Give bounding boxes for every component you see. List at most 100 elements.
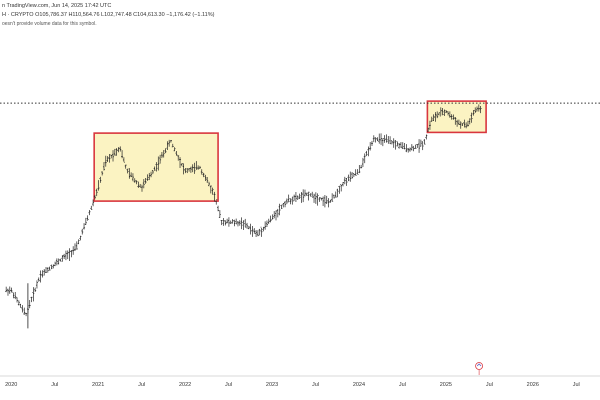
ohlc-bar bbox=[6, 288, 9, 296]
ohlc-bar bbox=[465, 122, 468, 129]
tradingview-marker-icon[interactable] bbox=[475, 362, 483, 376]
ohlc-bar bbox=[470, 112, 473, 123]
ohlc-bar bbox=[233, 219, 236, 227]
ohlc-bar bbox=[385, 134, 388, 143]
ohlc-bar bbox=[351, 171, 354, 179]
ohlc-bar bbox=[383, 135, 386, 143]
highlight-boxes-layer bbox=[93, 100, 487, 202]
ohlc-bar bbox=[63, 253, 66, 259]
ohlc-bar bbox=[468, 118, 471, 125]
ohlc-bar bbox=[193, 162, 196, 174]
ohlc-bar bbox=[289, 198, 292, 205]
ohlc-bar bbox=[354, 169, 357, 176]
ohlc-bar bbox=[318, 197, 321, 202]
ohlc-bar bbox=[12, 292, 15, 299]
ohlc-bar bbox=[418, 139, 421, 153]
ohlc-bar bbox=[131, 173, 134, 182]
ohlc-bar bbox=[331, 193, 334, 202]
ohlc-bar bbox=[358, 165, 361, 174]
ohlc-bar bbox=[247, 225, 250, 230]
ohlc-bar bbox=[352, 173, 355, 177]
ohlc-bar bbox=[108, 153, 111, 163]
ohlc-bar bbox=[320, 197, 323, 201]
ohlc-bar bbox=[396, 141, 399, 147]
ohlc-bar bbox=[157, 156, 160, 171]
ohlc-bar bbox=[423, 139, 426, 145]
ohlc-bar bbox=[284, 200, 287, 208]
ohlc-bar bbox=[322, 196, 325, 206]
ohlc-bar bbox=[189, 166, 192, 173]
ohlc-bar bbox=[381, 138, 384, 147]
ohlc-bar bbox=[347, 174, 350, 182]
highlight-box-2 bbox=[426, 100, 487, 134]
ohlc-bar bbox=[447, 111, 450, 116]
ohlc-bar bbox=[370, 140, 373, 147]
ohlc-bar bbox=[372, 135, 375, 143]
ohlc-bar bbox=[77, 239, 80, 245]
ohlc-bar bbox=[273, 211, 276, 219]
x-tick-label: 2020 bbox=[5, 382, 17, 388]
ohlc-bar bbox=[380, 133, 383, 145]
ohlc-bar bbox=[231, 219, 234, 224]
x-axis: 2020 Jul 2021 Jul 2022 Jul 2023 Jul 2024 Jul 2025 J… bbox=[0, 375, 600, 388]
ohlc-bar bbox=[99, 176, 102, 183]
ohlc-bar bbox=[427, 127, 430, 133]
ohlc-bar bbox=[302, 189, 305, 203]
ohlc-bar bbox=[52, 264, 55, 269]
ohlc-bar bbox=[256, 230, 259, 237]
ohlc-bar bbox=[72, 246, 75, 255]
ohlc-bar bbox=[137, 181, 140, 188]
ohlc-bar bbox=[43, 269, 46, 276]
ohlc-bar bbox=[119, 146, 122, 152]
ohlc-bar bbox=[113, 148, 116, 156]
ohlc-bar bbox=[398, 143, 401, 149]
ohlc-bar bbox=[472, 109, 475, 116]
ohlc-bar bbox=[88, 209, 91, 216]
ohlc-bar bbox=[314, 192, 317, 204]
ohlc-bar bbox=[104, 155, 107, 167]
ohlc-bar bbox=[242, 220, 245, 231]
ohlc-bar bbox=[278, 203, 281, 216]
ohlc-bar bbox=[405, 144, 408, 153]
ohlc-bar bbox=[303, 189, 306, 197]
ohlc-bar bbox=[182, 163, 185, 175]
ohlc-bar bbox=[235, 218, 238, 225]
ohlc-bar bbox=[309, 193, 312, 197]
ohlc-bar bbox=[311, 191, 314, 198]
ohlc-bar bbox=[209, 185, 212, 194]
ohlc-bar bbox=[226, 218, 229, 224]
chart-header: n TradingView.com, Jun 14, 2025 17:42 UT… bbox=[2, 2, 214, 29]
ohlc-bar bbox=[101, 171, 104, 176]
ohlc-bars-layer bbox=[5, 104, 482, 329]
ohlc-bar bbox=[215, 199, 218, 205]
ohlc-bar bbox=[238, 220, 241, 226]
ohlc-bar bbox=[461, 123, 464, 127]
ohlc-bar bbox=[168, 139, 171, 147]
ohlc-bar bbox=[249, 223, 252, 235]
ohlc-bar bbox=[173, 147, 176, 152]
ohlc-bar bbox=[92, 199, 95, 207]
ohlc-bar bbox=[5, 286, 8, 293]
ohlc-bar bbox=[95, 188, 98, 197]
ohlc-bar bbox=[275, 210, 278, 221]
ohlc-bar bbox=[128, 168, 131, 179]
ohlc-bar bbox=[32, 287, 35, 302]
x-tick-label: Jul bbox=[225, 382, 232, 388]
ohlc-bar bbox=[267, 218, 270, 225]
x-tick-label: Jul bbox=[486, 382, 493, 388]
ohlc-bar bbox=[345, 178, 348, 186]
ohlc-bar bbox=[164, 148, 167, 154]
ohlc-bar bbox=[70, 250, 73, 258]
x-tick-label: Jul bbox=[51, 382, 58, 388]
ohlc-bar bbox=[55, 258, 58, 266]
ohlc-bar bbox=[367, 146, 370, 157]
ohlc-bar bbox=[454, 117, 457, 125]
ohlc-bar bbox=[271, 214, 274, 220]
ohlc-bar bbox=[363, 153, 366, 164]
ohlc-bar bbox=[282, 203, 285, 208]
ohlc-bar bbox=[285, 198, 288, 205]
ohlc-bar bbox=[437, 112, 440, 116]
ohlc-bar bbox=[151, 170, 154, 175]
ohlc-bar bbox=[296, 195, 299, 200]
